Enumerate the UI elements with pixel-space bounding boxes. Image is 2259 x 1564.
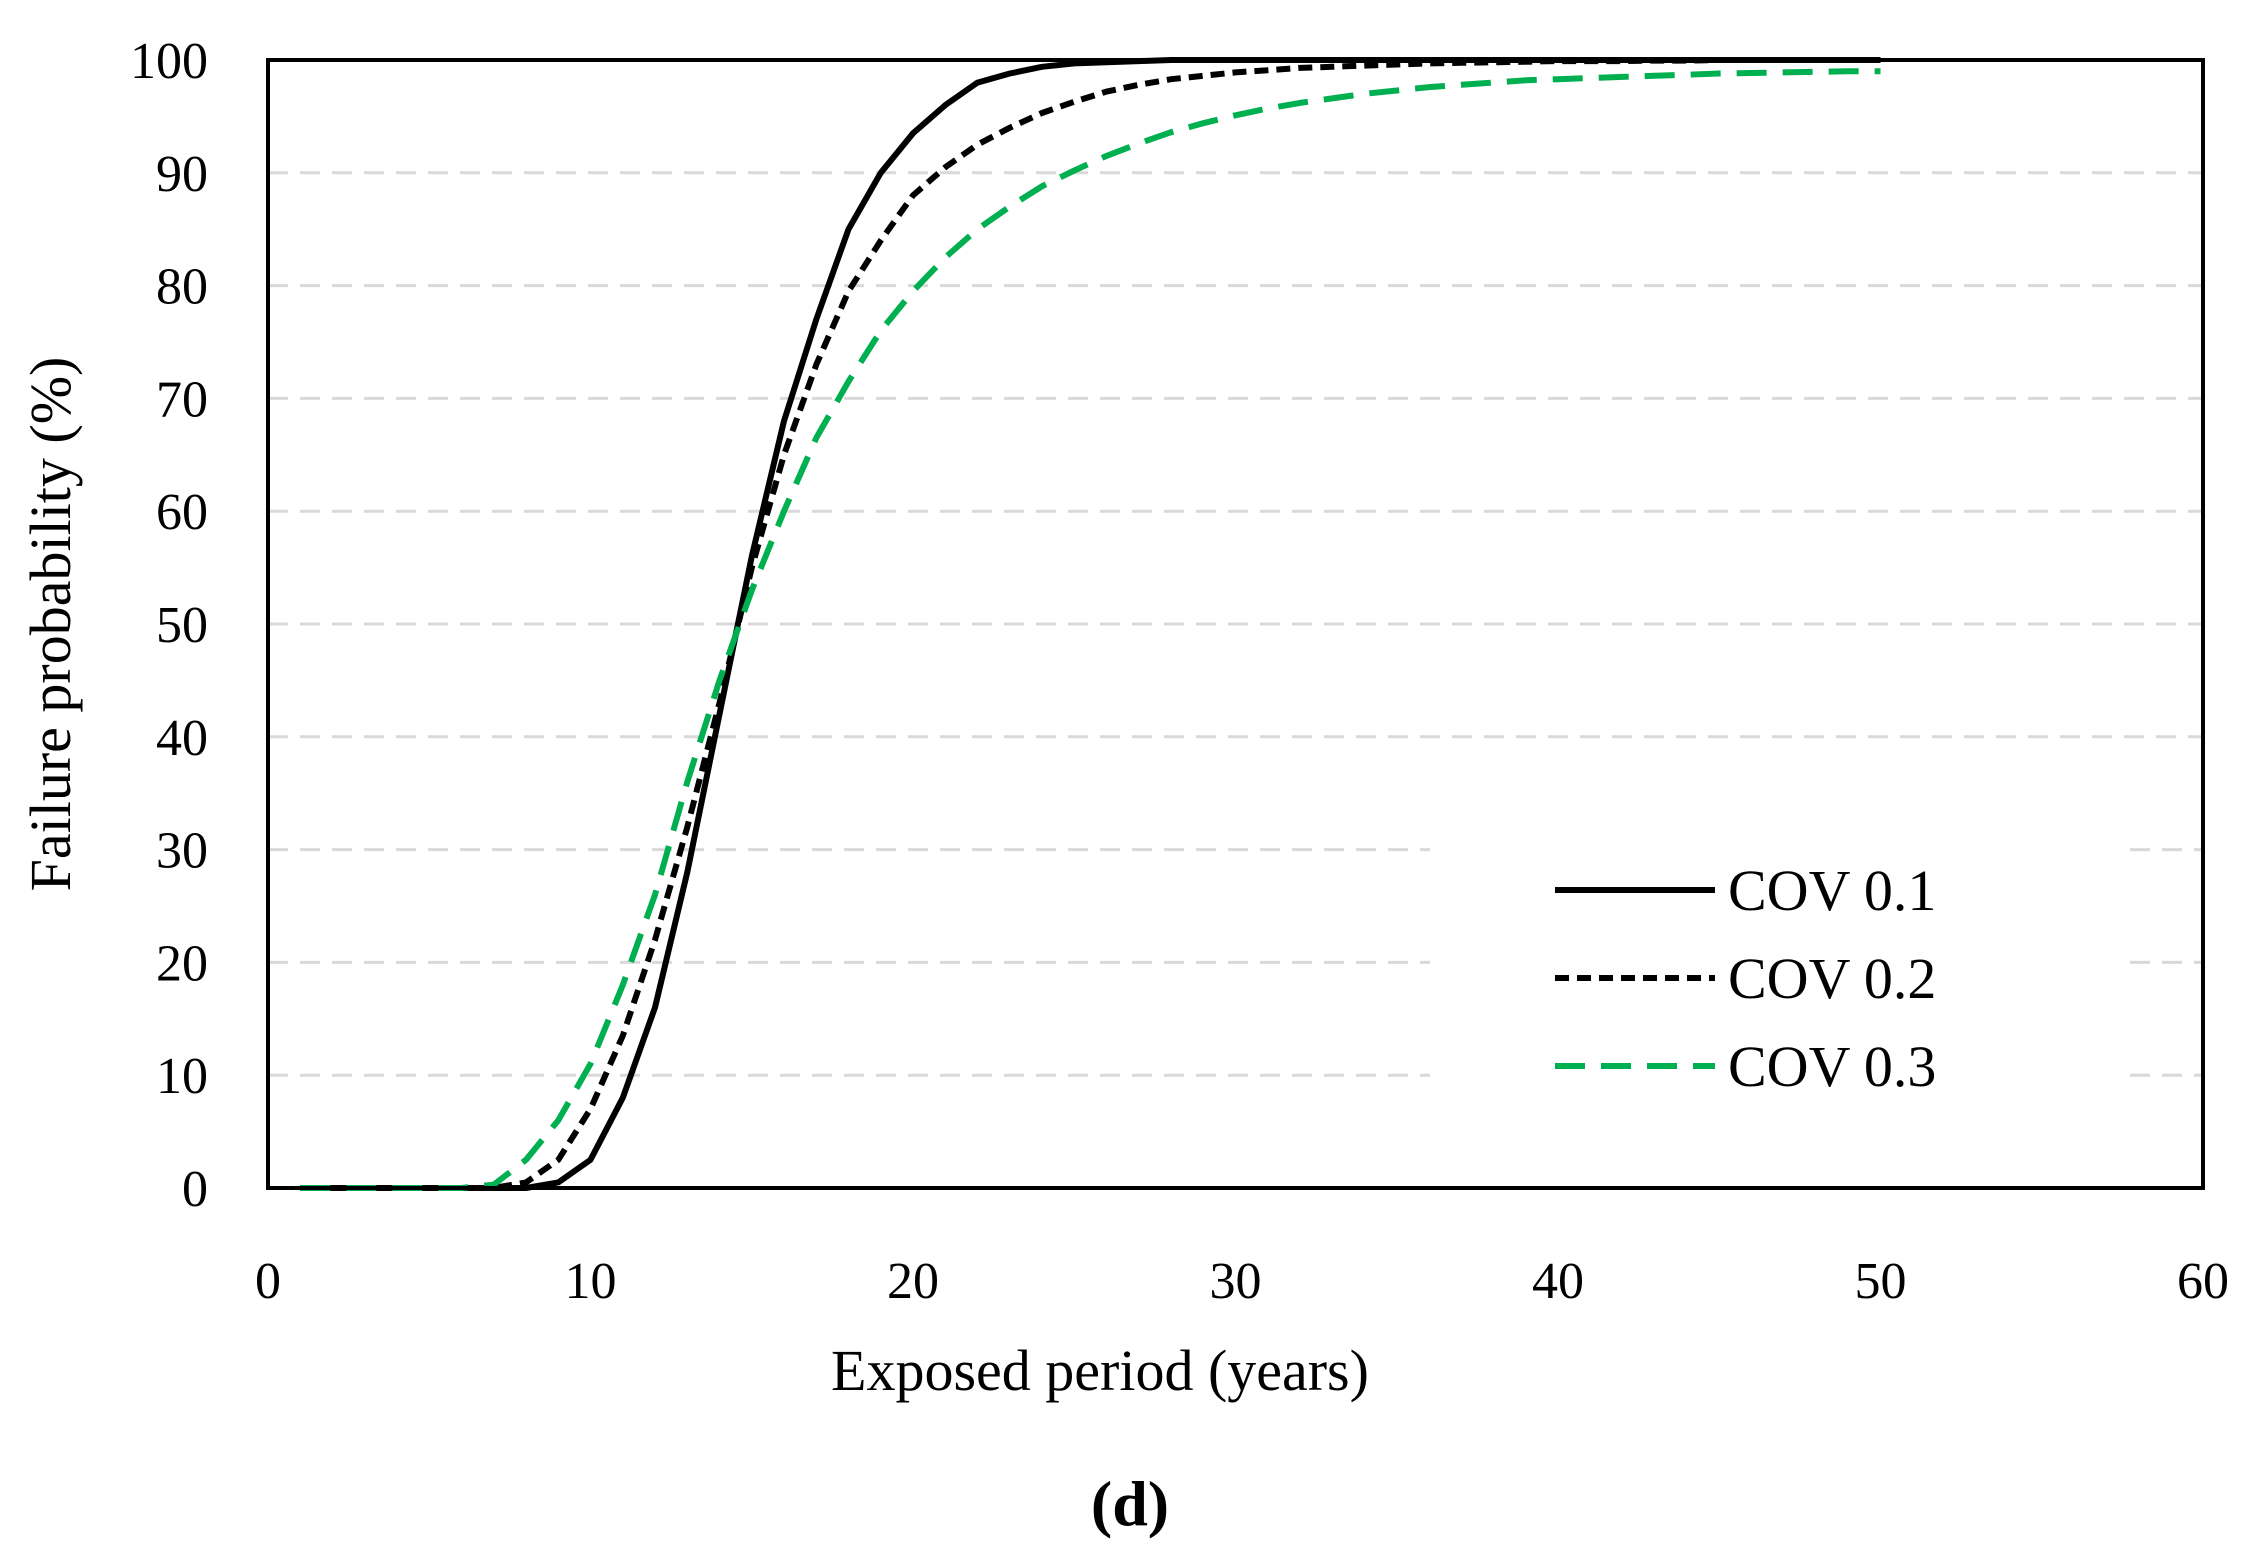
grid-layer [268, 171, 2203, 1077]
y-tick-label: 70 [156, 371, 208, 428]
x-tick-label: 20 [887, 1253, 939, 1310]
x-tick-label: 0 [255, 1253, 281, 1310]
legend-label: COV 0.3 [1728, 1034, 1936, 1099]
y-tick-label: 0 [182, 1161, 208, 1218]
x-tick-label: 30 [1210, 1253, 1262, 1310]
x-axis-title: Exposed period (years) [831, 1338, 1369, 1403]
y-tick-label: 80 [156, 259, 208, 316]
legend-label: COV 0.1 [1728, 858, 1936, 923]
y-tick-label: 50 [156, 597, 208, 654]
y-tick-label: 10 [156, 1048, 208, 1105]
plot-area-frame [266, 58, 2205, 1190]
y-tick-label: 30 [156, 823, 208, 880]
x-tick-label: 60 [2177, 1253, 2229, 1310]
legend: COV 0.1 COV 0.2 COV 0.3 [1555, 858, 1936, 1099]
y-tick-label: 40 [156, 710, 208, 767]
series-line-cov-0-3 [300, 68, 1881, 1191]
tick-layer: 0 10 20 30 40 50 60 70 80 90 100 0 10 20 30 40 50 60 [130, 33, 2229, 1310]
y-tick-label: 90 [156, 146, 208, 203]
x-tick-label: 40 [1532, 1253, 1584, 1310]
legend-label: COV 0.2 [1728, 946, 1936, 1011]
y-tick-label: 20 [156, 935, 208, 992]
panel-label: (d) [1091, 1468, 1169, 1539]
y-tick-label: 100 [130, 33, 208, 90]
x-tick-label: 50 [1855, 1253, 1907, 1310]
x-tick-label: 10 [565, 1253, 617, 1310]
y-tick-label: 60 [156, 484, 208, 541]
y-axis-title: Failure probability (%) [18, 357, 83, 892]
